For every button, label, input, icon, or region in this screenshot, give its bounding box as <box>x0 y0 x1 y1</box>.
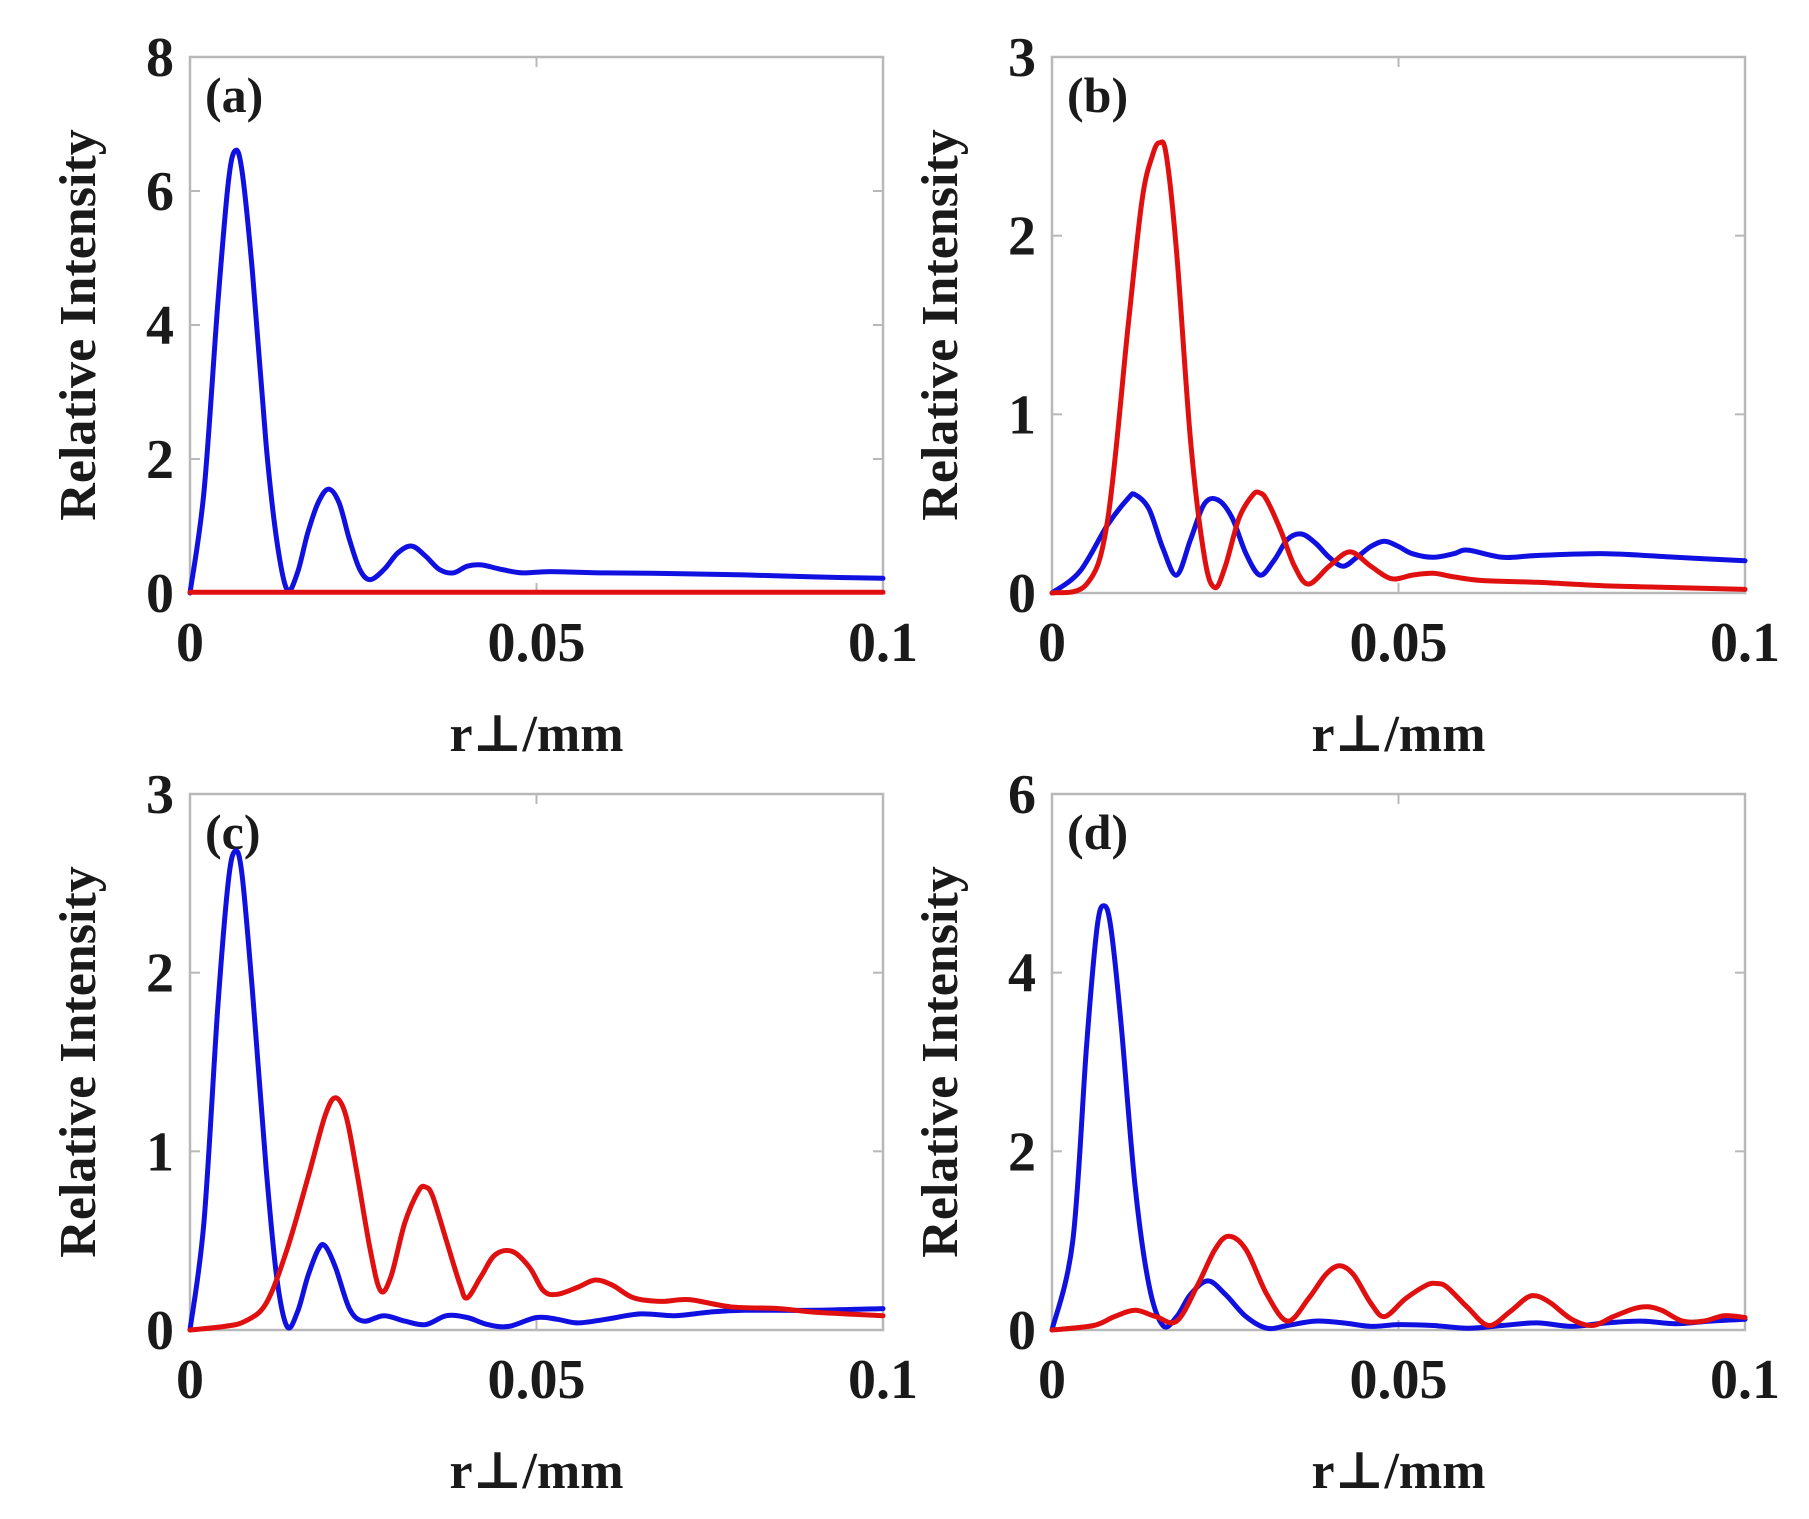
panel-label: (b) <box>1067 67 1128 123</box>
series-line-blue <box>1049 491 1748 596</box>
y-tick-label: 1 <box>146 1121 174 1183</box>
panel-a: 0 0.05 0.1 0 2 4 6 8 r⊥/mm Relative Intensity (a) <box>50 27 918 763</box>
y-tick-label: 3 <box>1008 27 1036 89</box>
y-axis-title: Relative Intensity <box>50 866 107 1257</box>
plot-frame <box>1050 55 1747 595</box>
x-tick-label: 0 <box>1038 612 1066 674</box>
x-tick-label: 0.05 <box>488 612 586 674</box>
x-tick-label: 0.1 <box>1710 1349 1780 1411</box>
x-tick-label: 0.05 <box>488 1349 586 1411</box>
x-axis-title: r⊥/mm <box>1311 706 1485 763</box>
y-tick-label: 4 <box>1008 943 1036 1005</box>
y-tick-label: 0 <box>1008 563 1036 625</box>
x-axis-title: r⊥/mm <box>449 1443 623 1500</box>
y-tick-label: 8 <box>146 27 174 89</box>
x-axis-title: r⊥/mm <box>449 706 623 763</box>
x-tick-label: 0.05 <box>1350 612 1448 674</box>
series-line-blue <box>187 848 886 1333</box>
series-line-red <box>187 1095 886 1333</box>
x-tick-label: 0 <box>176 1349 204 1411</box>
x-tick-label: 0 <box>1038 1349 1066 1411</box>
plot-frame <box>188 55 885 595</box>
y-tick-label: 2 <box>146 429 174 491</box>
x-tick-label: 0.1 <box>1710 612 1780 674</box>
x-axis-title: r⊥/mm <box>1311 1443 1485 1500</box>
y-tick-label: 6 <box>146 161 174 223</box>
y-tick-label: 3 <box>146 764 174 826</box>
y-tick-label: 2 <box>146 943 174 1005</box>
panel-d: 0 0.05 0.1 0 2 4 6 r⊥/mm Relative Intensity (d) <box>912 764 1780 1500</box>
panel-b: 0 0.05 0.1 0 1 2 3 r⊥/mm Relative Intensity (b) <box>912 27 1780 763</box>
y-tick-label: 6 <box>1008 764 1036 826</box>
y-tick-label: 4 <box>146 295 174 357</box>
panel-label: (a) <box>205 67 263 123</box>
x-tick-label: 0 <box>176 612 204 674</box>
x-tick-label: 0.1 <box>848 1349 918 1411</box>
y-axis-title: Relative Intensity <box>50 129 107 520</box>
y-tick-label: 0 <box>146 563 174 625</box>
y-tick-label: 0 <box>1008 1300 1036 1362</box>
series-line-blue <box>187 147 886 596</box>
panel-label: (d) <box>1067 804 1128 860</box>
x-tick-label: 0.1 <box>848 612 918 674</box>
x-tick-label: 0.05 <box>1350 1349 1448 1411</box>
y-tick-label: 2 <box>1008 1121 1036 1183</box>
y-tick-label: 2 <box>1008 206 1036 268</box>
series-line-blue <box>1049 903 1748 1333</box>
series-line-red <box>1049 1233 1748 1333</box>
y-tick-label: 1 <box>1008 384 1036 446</box>
plot-frame <box>188 792 885 1332</box>
y-axis-title: Relative Intensity <box>912 866 969 1257</box>
y-axis-title: Relative Intensity <box>912 129 969 520</box>
series-line-red <box>1049 139 1748 596</box>
plot-frame <box>1050 792 1747 1332</box>
y-tick-label: 0 <box>146 1300 174 1362</box>
